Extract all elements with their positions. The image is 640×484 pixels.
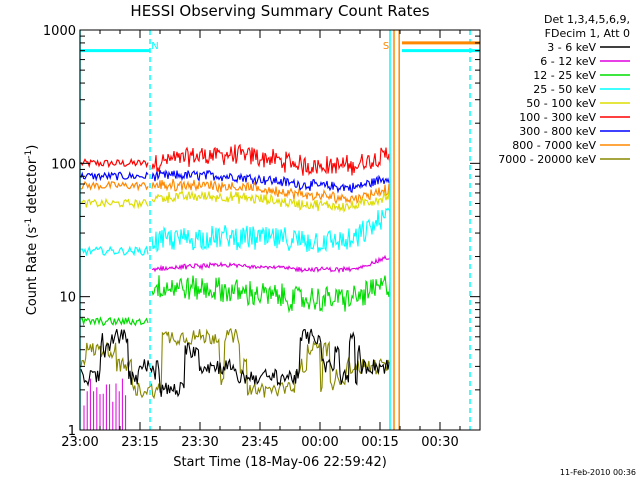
trace-pre-5 [80,157,149,169]
marker-n: N [151,41,158,52]
chart-title: HESSI Observing Summary Count Rates [130,2,429,20]
y-axis-label-sup2: -1 [24,150,34,159]
trace-pre-7 [80,180,149,192]
legend-entry-label-5: 100 - 300 keV [519,111,596,124]
x-tick-label-2: 23:30 [181,435,218,450]
legend-entry-label-4: 50 - 100 keV [526,97,596,110]
y-axis-label: Count Rate (s-1 detector-1) [24,145,40,316]
legend-entry-label-6: 300 - 800 keV [519,125,596,138]
x-tick-label-3: 23:45 [241,435,278,450]
trace-pre-4 [80,197,149,210]
y-tick-label-2: 100 [51,157,76,172]
legend-header-line-1: Det 1,3,4,5,6,9, [544,13,630,26]
trace-low-1 [80,328,390,398]
x-tick-label-4: 00:00 [301,435,338,450]
trace-5 [151,143,391,176]
x-tick-label-5: 00:15 [361,435,398,450]
trace-1 [151,254,391,274]
marker-s: S [383,41,389,52]
legend-entry-label-2: 12 - 25 keV [533,69,596,82]
legend-entry-label-1: 6 - 12 keV [540,55,596,68]
legend-entry-label-8: 7000 - 20000 keV [498,153,596,166]
y-axis-label-sup1: -1 [24,218,34,227]
trace-6 [151,169,391,194]
trace-low-0 [80,327,390,400]
trace-2 [151,275,391,314]
trace-7 [151,178,391,205]
y-tick-label-1: 10 [59,291,76,306]
trace-pre-2 [80,316,149,327]
x-tick-label-6: 00:30 [421,435,458,450]
legend-entry-label-3: 25 - 50 keV [533,83,596,96]
y-tick-label-3: 1000 [43,24,76,39]
y-axis-label-mid: detector [25,158,40,218]
trace-pre-3 [80,245,149,257]
legend-header-line-2: FDecim 1, Att 0 [545,27,630,40]
y-tick-label-0: 1 [68,424,76,439]
x-axis-label: Start Time (18-May-06 22:59:42) [173,455,387,470]
y-axis-label-main: Count Rate (s [25,227,40,316]
footer-timestamp: 11-Feb-2010 00:36 [560,468,636,477]
trace-4 [151,189,391,213]
y-axis-label-end: ) [25,145,40,150]
x-tick-label-0: 23:00 [61,435,98,450]
plot-frame [79,29,481,431]
trace-3 [151,207,391,253]
legend-entry-label-0: 3 - 6 keV [547,41,596,54]
legend: Det 1,3,4,5,6,9, FDecim 1, Att 0 3 - 6 k… [498,13,630,166]
legend-entry-label-7: 800 - 7000 keV [512,139,596,152]
trace-magenta-low [83,378,127,430]
trace-pre-6 [80,171,149,182]
x-tick-label-1: 23:15 [121,435,158,450]
